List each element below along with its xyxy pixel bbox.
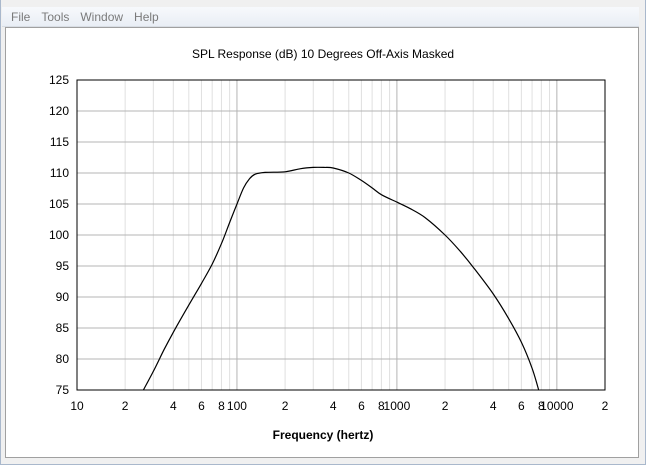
menu-file[interactable]: File — [11, 9, 31, 24]
x-tick-label: 2 — [122, 399, 129, 413]
x-tick-label: 10000 — [540, 399, 574, 413]
x-tick-label: 6 — [358, 399, 365, 413]
x-tick-label: 2 — [282, 399, 289, 413]
x-tick-label: 2 — [442, 399, 449, 413]
y-tick-label: 75 — [56, 383, 70, 397]
grid-major — [76, 79, 605, 391]
y-tick-label: 110 — [50, 166, 69, 180]
plot-frame — [76, 79, 606, 391]
menu-bar: File Tools Window Help — [2, 7, 639, 27]
menu-window[interactable]: Window — [80, 9, 124, 24]
y-tick-label: 85 — [56, 321, 70, 335]
series-line-0 — [142, 166, 540, 391]
x-tick-label: 4 — [330, 399, 337, 413]
spl-chart: SPL Response (dB) 10 Degrees Off-Axis Ma… — [49, 47, 609, 442]
menu-tools[interactable]: Tools — [41, 9, 70, 24]
chart-panel: SPL Response (dB) 10 Degrees Off-Axis Ma… — [5, 27, 639, 458]
y-tick-label: 125 — [49, 73, 69, 87]
x-tick-label: 100 — [227, 399, 247, 413]
x-tick-label: 1000 — [384, 399, 411, 413]
series-group — [142, 166, 540, 391]
x-tick-label: 10 — [70, 399, 84, 413]
y-tick-labels: 75 80 85 90 95 100 105 110 115 120 125 — [49, 73, 69, 397]
x-tick-label: 4 — [170, 399, 177, 413]
y-tick-label: 80 — [56, 352, 70, 366]
y-tick-label: 120 — [49, 104, 69, 118]
y-tick-label: 90 — [56, 290, 70, 304]
x-tick-label: 8 — [538, 399, 545, 413]
x-tick-label: 6 — [518, 399, 525, 413]
y-tick-label: 105 — [49, 197, 69, 211]
x-axis-label: Frequency (hertz) — [273, 428, 374, 442]
y-tick-label: 115 — [50, 135, 69, 149]
x-tick-label: 2 — [602, 399, 609, 413]
x-tick-label: 4 — [490, 399, 497, 413]
x-tick-label: 8 — [378, 399, 385, 413]
x-tick-label: 6 — [198, 399, 205, 413]
chart-title: SPL Response (dB) 10 Degrees Off-Axis Ma… — [192, 47, 454, 61]
y-tick-label: 100 — [49, 228, 69, 242]
y-tick-label: 95 — [56, 259, 70, 273]
x-tick-label: 8 — [218, 399, 225, 413]
menu-help[interactable]: Help — [134, 9, 159, 24]
